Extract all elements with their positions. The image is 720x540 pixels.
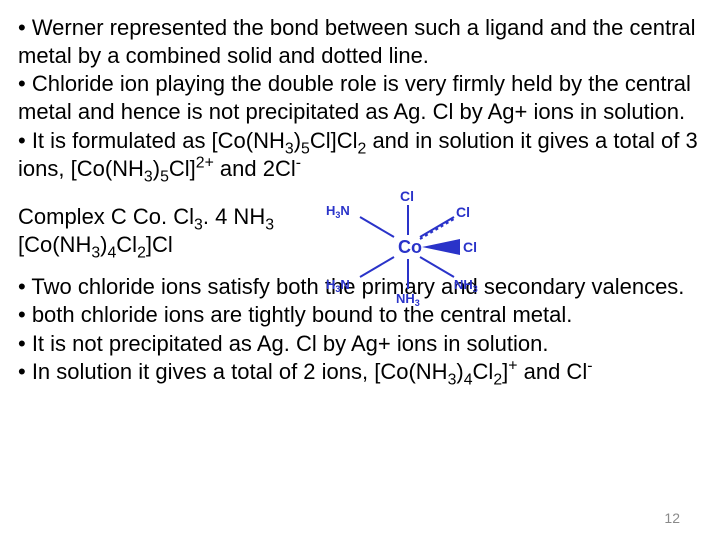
bullet-2: • Chloride ion playing the double role i… <box>18 70 702 126</box>
text: ) <box>294 128 301 153</box>
page-number: 12 <box>664 510 680 526</box>
text: Cl <box>116 232 137 257</box>
atom-co-label: Co <box>398 237 422 257</box>
bullet-1: • Werner represented the bond between su… <box>18 14 702 70</box>
subscript: 3 <box>91 244 100 261</box>
superscript: - <box>296 154 301 171</box>
subscript: 3 <box>194 216 203 233</box>
text: ]Cl <box>146 232 173 257</box>
bond-ur-dotted <box>420 219 454 239</box>
bond-ur-solid <box>420 217 454 237</box>
cobalt-complex-diagram: Co Cl Cl Cl NH3 NH3 H3N H3N <box>320 181 500 311</box>
text: . 4 NH <box>203 204 265 229</box>
slide-page: • Werner represented the bond between su… <box>0 0 720 540</box>
subscript: 2 <box>137 244 146 261</box>
text: and 2Cl <box>214 156 296 181</box>
atom-h3n-ul: H3N <box>326 203 350 220</box>
text: • In solution it gives a total of 2 ions… <box>18 359 448 384</box>
bond-lr <box>420 257 454 277</box>
atom-cl-ur: Cl <box>456 204 470 220</box>
text: [Co(NH <box>18 232 91 257</box>
subscript: 3 <box>285 140 294 157</box>
atom-nh3-bottom: NH3 <box>396 291 420 308</box>
text: Cl] <box>169 156 196 181</box>
text: and Cl <box>518 359 588 384</box>
text: ) <box>153 156 160 181</box>
subscript: 4 <box>464 371 473 388</box>
subscript: 3 <box>144 168 153 185</box>
subscript: 5 <box>301 140 310 157</box>
bullet-6: • It is not precipitated as Ag. Cl by Ag… <box>18 330 702 358</box>
bond-ll <box>360 257 394 277</box>
text: • It is formulated as [Co(NH <box>18 128 285 153</box>
bond-ul <box>360 217 394 237</box>
subscript: 4 <box>107 244 116 261</box>
text: ) <box>456 359 463 384</box>
superscript: + <box>508 357 517 374</box>
bullet-7: • In solution it gives a total of 2 ions… <box>18 358 702 386</box>
structure-svg: Co Cl Cl Cl NH3 NH3 H3N H3N <box>320 181 500 311</box>
superscript: 2+ <box>196 154 214 171</box>
atom-cl-right: Cl <box>463 239 477 255</box>
text: Cl <box>473 359 494 384</box>
atom-cl-top: Cl <box>400 188 414 204</box>
bullet-3: • It is formulated as [Co(NH3)5Cl]Cl2 an… <box>18 127 702 183</box>
text: Cl]Cl <box>310 128 358 153</box>
subscript: 5 <box>160 168 169 185</box>
atom-nh3-lr: NH3 <box>454 277 478 294</box>
atom-h3n-ll: H3N <box>326 277 350 294</box>
text: Complex C Co. Cl <box>18 204 194 229</box>
subscript: 3 <box>265 216 274 233</box>
superscript: - <box>587 357 592 374</box>
bond-right-wedge <box>422 239 460 255</box>
subscript: 2 <box>358 140 367 157</box>
subscript: 2 <box>493 371 502 388</box>
